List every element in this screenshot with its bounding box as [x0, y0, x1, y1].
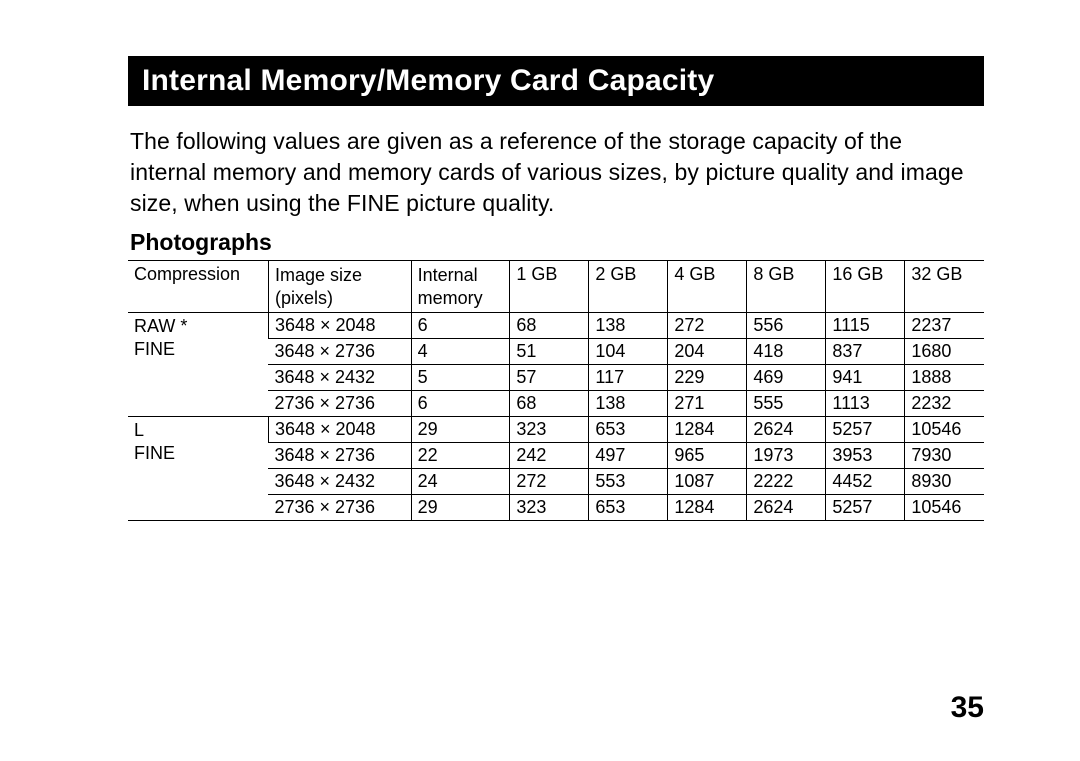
col-8gb: 8 GB [747, 261, 826, 313]
page-number: 35 [951, 691, 984, 725]
col-internal: Internal memory [411, 261, 510, 313]
cell-internal: 5 [411, 365, 510, 391]
cell-c32: 2232 [905, 391, 984, 417]
cell-c8: 555 [747, 391, 826, 417]
cell-size: 3648 × 2432 [268, 469, 411, 495]
cell-internal: 6 [411, 391, 510, 417]
compression-label: FINE [134, 338, 262, 361]
cell-c1: 242 [510, 443, 589, 469]
subhead-photographs: Photographs [128, 227, 984, 260]
cell-c2: 117 [589, 365, 668, 391]
cell-c2: 553 [589, 469, 668, 495]
cell-c2: 653 [589, 495, 668, 521]
col-16gb: 16 GB [826, 261, 905, 313]
cell-c4: 965 [668, 443, 747, 469]
compression-label: L [134, 419, 262, 442]
capacity-table: Compression Image size (pixels) Internal… [128, 260, 984, 521]
compression-label: RAW * [134, 315, 262, 338]
table-row: LFINE3648 × 2048293236531284262452571054… [128, 417, 984, 443]
compression-label: FINE [134, 442, 262, 465]
cell-internal: 29 [411, 495, 510, 521]
cell-c1: 57 [510, 365, 589, 391]
cell-c8: 418 [747, 339, 826, 365]
cell-c16: 5257 [826, 417, 905, 443]
cell-c2: 497 [589, 443, 668, 469]
cell-c16: 5257 [826, 495, 905, 521]
cell-c16: 3953 [826, 443, 905, 469]
cell-internal: 6 [411, 313, 510, 339]
cell-c4: 204 [668, 339, 747, 365]
col-image-size: Image size (pixels) [268, 261, 411, 313]
cell-size: 3648 × 2432 [268, 365, 411, 391]
intro-text: The following values are given as a refe… [128, 106, 984, 227]
table-row: RAW *FINE3648 × 204866813827255611152237 [128, 313, 984, 339]
cell-c16: 941 [826, 365, 905, 391]
compression-cell: LFINE [128, 417, 268, 521]
col-1gb: 1 GB [510, 261, 589, 313]
cell-c2: 138 [589, 313, 668, 339]
cell-size: 2736 × 2736 [268, 495, 411, 521]
col-2gb: 2 GB [589, 261, 668, 313]
cell-c2: 138 [589, 391, 668, 417]
cell-size: 3648 × 2048 [268, 417, 411, 443]
compression-cell: RAW *FINE [128, 313, 268, 417]
cell-size: 3648 × 2736 [268, 443, 411, 469]
cell-c8: 2624 [747, 417, 826, 443]
cell-c8: 2624 [747, 495, 826, 521]
cell-c1: 68 [510, 391, 589, 417]
col-4gb: 4 GB [668, 261, 747, 313]
cell-c32: 7930 [905, 443, 984, 469]
cell-c16: 1115 [826, 313, 905, 339]
cell-c4: 229 [668, 365, 747, 391]
col-compression: Compression [128, 261, 268, 313]
cell-internal: 29 [411, 417, 510, 443]
cell-c1: 323 [510, 495, 589, 521]
cell-c32: 10546 [905, 417, 984, 443]
cell-c4: 1284 [668, 417, 747, 443]
section-title: Internal Memory/Memory Card Capacity [128, 56, 984, 106]
cell-c8: 2222 [747, 469, 826, 495]
table-header-row: Compression Image size (pixels) Internal… [128, 261, 984, 313]
cell-c2: 653 [589, 417, 668, 443]
cell-size: 3648 × 2736 [268, 339, 411, 365]
cell-c4: 272 [668, 313, 747, 339]
cell-internal: 4 [411, 339, 510, 365]
cell-size: 2736 × 2736 [268, 391, 411, 417]
cell-c32: 1888 [905, 365, 984, 391]
cell-c4: 271 [668, 391, 747, 417]
cell-c8: 469 [747, 365, 826, 391]
cell-internal: 24 [411, 469, 510, 495]
cell-c32: 2237 [905, 313, 984, 339]
cell-size: 3648 × 2048 [268, 313, 411, 339]
cell-c16: 837 [826, 339, 905, 365]
cell-c8: 556 [747, 313, 826, 339]
cell-c4: 1087 [668, 469, 747, 495]
cell-c1: 51 [510, 339, 589, 365]
cell-c8: 1973 [747, 443, 826, 469]
cell-c32: 8930 [905, 469, 984, 495]
cell-c32: 10546 [905, 495, 984, 521]
cell-c16: 4452 [826, 469, 905, 495]
cell-c1: 323 [510, 417, 589, 443]
cell-c2: 104 [589, 339, 668, 365]
cell-c32: 1680 [905, 339, 984, 365]
col-32gb: 32 GB [905, 261, 984, 313]
cell-c4: 1284 [668, 495, 747, 521]
cell-internal: 22 [411, 443, 510, 469]
cell-c16: 1113 [826, 391, 905, 417]
cell-c1: 68 [510, 313, 589, 339]
cell-c1: 272 [510, 469, 589, 495]
